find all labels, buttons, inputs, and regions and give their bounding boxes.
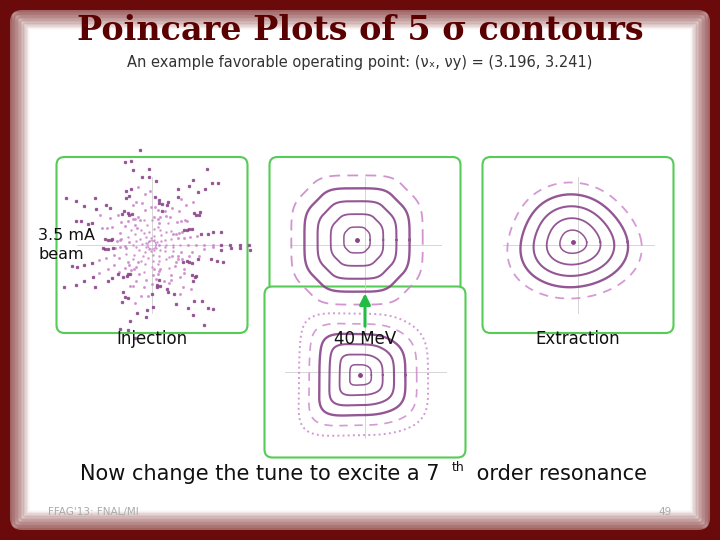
Text: th: th [452, 461, 464, 474]
Text: An example favorable operating point: (νₓ, νy) = (3.196, 3.241): An example favorable operating point: (ν… [127, 56, 593, 71]
Text: order resonance: order resonance [470, 464, 647, 484]
FancyBboxPatch shape [56, 157, 248, 333]
Text: 40 MeV: 40 MeV [334, 330, 396, 348]
Text: Injection: Injection [117, 330, 188, 348]
FancyBboxPatch shape [10, 10, 710, 530]
Text: Extraction: Extraction [536, 330, 621, 348]
Text: Now change the tune to excite a 7: Now change the tune to excite a 7 [80, 464, 439, 484]
FancyBboxPatch shape [269, 157, 461, 333]
FancyBboxPatch shape [264, 287, 466, 457]
Text: FFAG'13: FNAL/MI: FFAG'13: FNAL/MI [48, 507, 139, 517]
Text: 49: 49 [659, 507, 672, 517]
Text: 3.5 mA
beam: 3.5 mA beam [38, 227, 95, 262]
Text: Poincare Plots of 5 σ contours: Poincare Plots of 5 σ contours [77, 14, 643, 46]
FancyBboxPatch shape [482, 157, 673, 333]
